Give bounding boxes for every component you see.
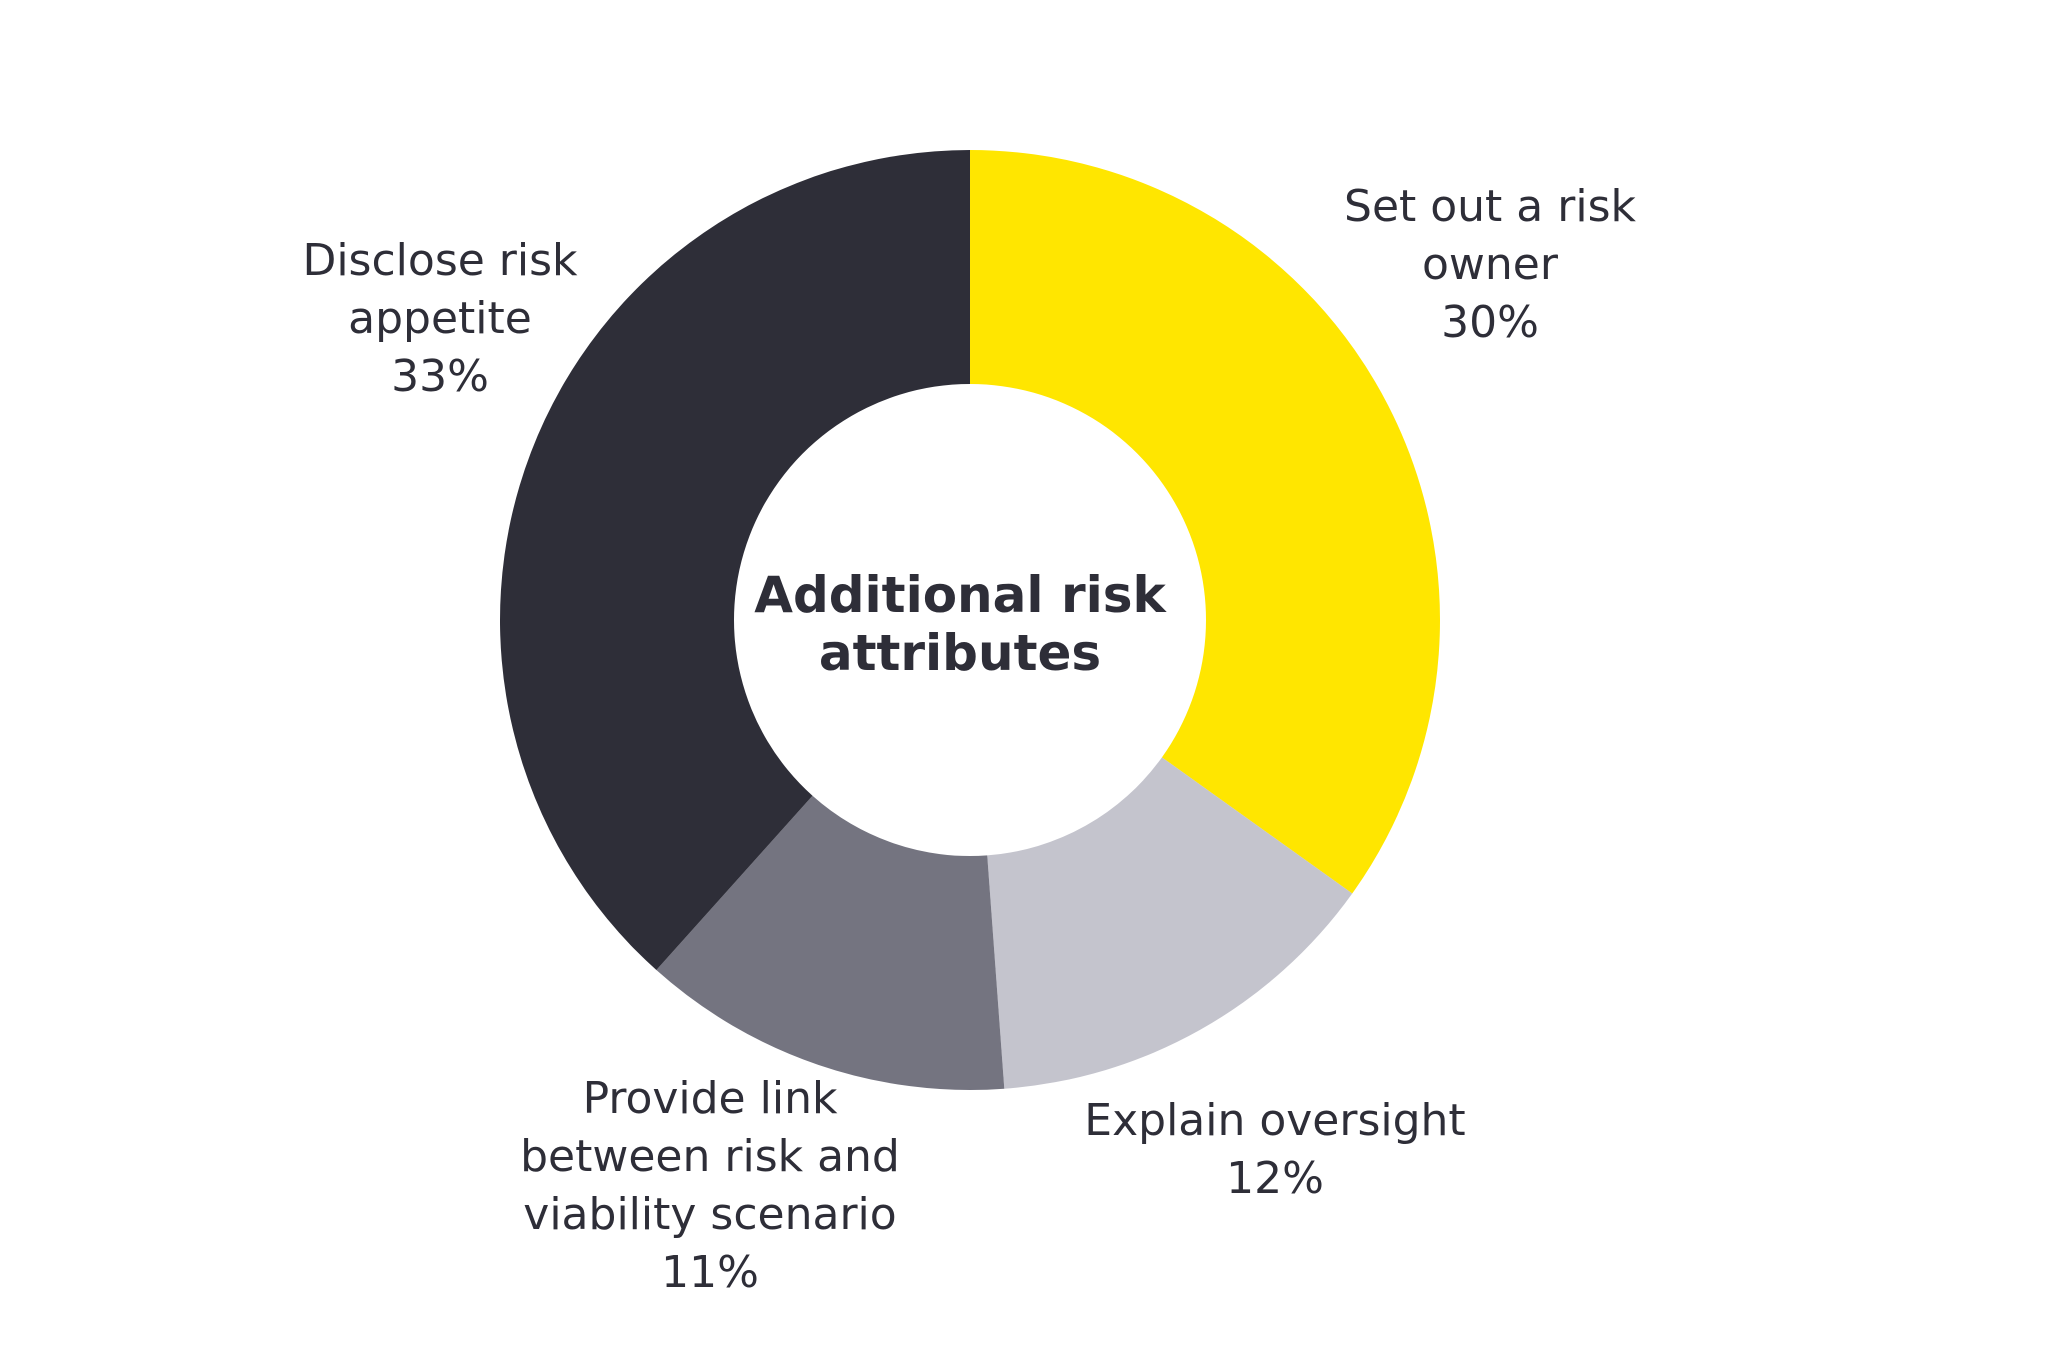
slice-label-disclose-risk-appetite: Disclose risk appetite 33% bbox=[290, 232, 590, 406]
slice-label-line: appetite bbox=[348, 293, 532, 344]
center-title-line-2: attributes bbox=[818, 624, 1102, 682]
slice-value-label: 33% bbox=[391, 351, 489, 402]
donut-slice-3 bbox=[500, 150, 970, 971]
slice-value-label: 30% bbox=[1441, 297, 1539, 348]
slice-label-set-out-risk-owner: Set out a risk owner 30% bbox=[1340, 178, 1640, 352]
slice-label-line: Provide link bbox=[582, 1073, 838, 1124]
slice-label-line: viability scenario bbox=[523, 1189, 897, 1240]
slice-label-line: Disclose risk bbox=[302, 235, 578, 286]
slice-label-line: between risk and bbox=[520, 1131, 900, 1182]
center-title-line-1: Additional risk bbox=[754, 566, 1166, 624]
slice-label-provide-link: Provide link between risk and viability … bbox=[500, 1070, 920, 1302]
donut-slice-0 bbox=[970, 150, 1440, 894]
slice-label-line: Set out a risk bbox=[1344, 181, 1636, 232]
slice-value-label: 12% bbox=[1226, 1153, 1324, 1204]
slice-label-line: owner bbox=[1422, 239, 1558, 290]
donut-slice-2 bbox=[656, 795, 1005, 1090]
slice-label-line: Explain oversight bbox=[1084, 1095, 1466, 1146]
chart-center-title: Additional risk attributes bbox=[720, 566, 1200, 682]
slice-value-label: 11% bbox=[661, 1247, 759, 1298]
slice-label-explain-oversight: Explain oversight 12% bbox=[1065, 1092, 1485, 1208]
donut-slice-1 bbox=[987, 757, 1353, 1089]
